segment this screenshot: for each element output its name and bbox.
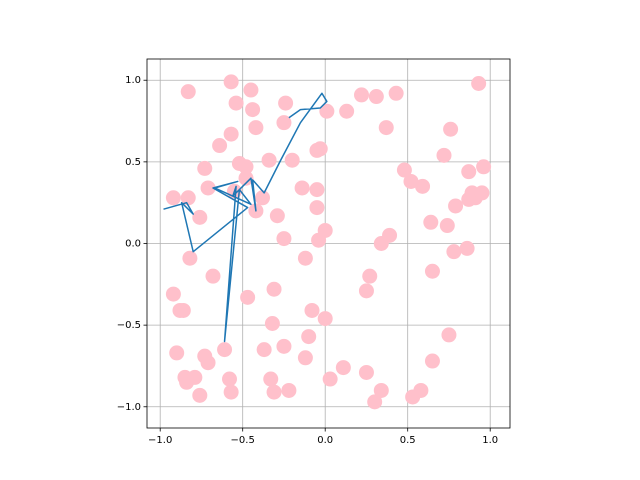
x-tick-label: 0.5 [400, 435, 416, 446]
x-tick-label: 1.0 [482, 435, 498, 446]
scatter-point [276, 231, 292, 247]
y-tick-label: 0.5 [125, 157, 141, 168]
scatter-point [403, 173, 419, 189]
scatter-point [266, 384, 282, 400]
scatter-point [319, 103, 335, 119]
scatter-point [309, 200, 325, 216]
scatter-point [223, 126, 239, 142]
scatter-point [439, 218, 455, 234]
scatter-point [476, 159, 492, 175]
scatter-point [180, 190, 196, 206]
scatter-point [169, 345, 185, 361]
scatter-point [243, 82, 259, 98]
scatter-point [297, 350, 313, 366]
scatter-point [358, 283, 374, 299]
scatter-point [362, 268, 378, 284]
scatter-point [367, 394, 383, 410]
scatter-point [301, 329, 317, 345]
scatter-point [278, 95, 294, 111]
scatter-point [200, 355, 216, 371]
scatter-point [304, 302, 320, 318]
scatter-point [264, 316, 280, 332]
scatter-point [378, 120, 394, 136]
scatter-point [217, 342, 233, 358]
scatter-point [269, 208, 285, 224]
scatter-point [284, 152, 300, 168]
scatter-point [192, 387, 208, 403]
scatter-point [276, 115, 292, 131]
scatter-point [256, 342, 272, 358]
scatter-point [424, 263, 440, 279]
scatter-point [446, 244, 462, 260]
scatter-point [266, 281, 282, 297]
scatter-point [436, 147, 452, 163]
y-tick-label: 0.0 [125, 239, 141, 250]
scatter-point [368, 89, 384, 105]
scatter-point [382, 227, 398, 243]
scatter-point [179, 374, 195, 390]
scatter-point [309, 182, 325, 198]
scatter-point [317, 311, 333, 327]
scatter-point [423, 214, 439, 230]
scatter-point [212, 138, 228, 154]
x-tick-label: −0.5 [231, 435, 255, 446]
scatter-point [245, 102, 261, 118]
scatter-point [281, 382, 297, 398]
scatter-point [165, 286, 181, 302]
scatter-point [322, 371, 338, 387]
line-path [163, 92, 328, 343]
scatter-point [448, 198, 464, 214]
scatter-point [388, 85, 404, 101]
scatter-point [165, 190, 181, 206]
y-tick-label: −0.5 [117, 320, 141, 331]
scatter-point [358, 364, 374, 380]
scatter-point [205, 268, 221, 284]
scatter-point [311, 232, 327, 248]
scatter-point [405, 389, 421, 405]
scatter-point [182, 250, 198, 266]
scatter-point [192, 209, 208, 225]
scatter-point [200, 180, 216, 196]
scatter-point [263, 371, 279, 387]
scatter-point [261, 152, 277, 168]
axes-frame [146, 58, 511, 429]
y-tick-label: 1.0 [125, 75, 141, 86]
scatter-point [297, 250, 313, 266]
scatter-point [228, 95, 244, 111]
scatter-point [424, 353, 440, 369]
scatter-point [175, 302, 191, 318]
scatter-point [441, 327, 457, 343]
scatter-point [248, 120, 264, 136]
scatter-point [240, 289, 256, 305]
x-tick-label: −1.0 [148, 435, 172, 446]
scatter-point [339, 103, 355, 119]
scatter-point [461, 191, 477, 207]
scatter-point [459, 240, 475, 256]
scatter-point [354, 87, 369, 103]
scatter-point [373, 382, 389, 398]
scatter-point [238, 170, 254, 186]
x-tick-label: 0.0 [317, 435, 333, 446]
scatter-point [276, 338, 292, 354]
scatter-point [312, 141, 328, 157]
scatter-point [471, 75, 487, 91]
scatter-point [255, 190, 270, 206]
scatter-point [396, 162, 412, 178]
scatter-point [335, 360, 351, 376]
scatter-point [443, 121, 459, 137]
y-tick-label: −1.0 [117, 402, 141, 413]
scatter-point [415, 178, 431, 194]
scatter-point [294, 180, 310, 196]
scatter-point [238, 159, 254, 175]
scatter-point [223, 384, 239, 400]
scatter-point [461, 164, 477, 180]
scatter-point [222, 371, 237, 387]
scatter-point [223, 74, 239, 90]
scatter-point [197, 160, 213, 176]
scatter-point [180, 84, 196, 100]
